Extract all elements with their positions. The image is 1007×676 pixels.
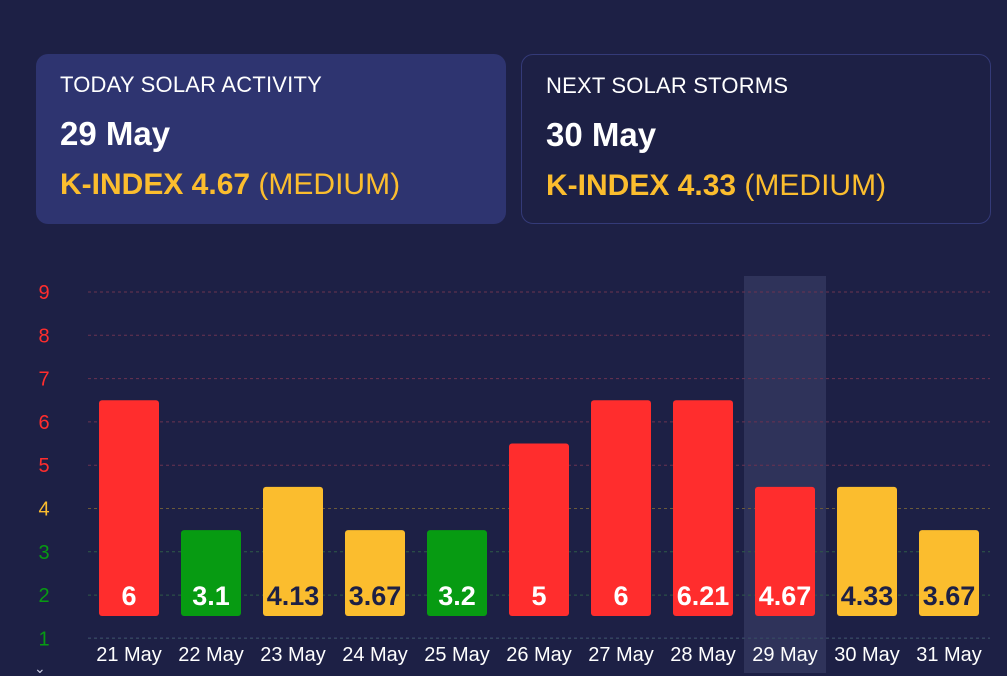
bar-value-label: 6.21 (677, 581, 730, 611)
x-tick-label: 31 May (916, 644, 982, 666)
x-tick-label: 30 May (834, 644, 900, 666)
bar-value-label: 4.33 (841, 581, 894, 611)
bar[interactable] (181, 530, 241, 616)
today-date: 29 May (60, 115, 171, 152)
bar[interactable] (509, 443, 569, 616)
x-tick-label: 24 May (342, 644, 408, 666)
today-solar-activity-card: TODAY SOLAR ACTIVITY 29 May K-INDEX 4.67… (36, 54, 506, 224)
y-tick-label: 9 (38, 282, 49, 304)
today-card-label: TODAY SOLAR ACTIVITY (60, 72, 322, 97)
y-tick-label: 7 (38, 369, 49, 391)
bar[interactable] (755, 486, 815, 616)
bar[interactable] (919, 530, 979, 616)
y-tick-label: 8 (38, 325, 49, 347)
bar[interactable] (263, 486, 323, 616)
x-tick-label: 26 May (506, 644, 572, 666)
bar-value-label: 6 (613, 581, 628, 611)
x-tick-label: 22 May (178, 644, 244, 666)
bar-value-label: 3.1 (192, 581, 230, 611)
chevron-down-icon[interactable]: ⌄ (34, 660, 46, 676)
x-tick-label: 21 May (96, 644, 162, 666)
y-tick-label: 4 (38, 499, 49, 521)
next-kindex-value: K-INDEX 4.33 (546, 169, 737, 202)
y-tick-label: 6 (38, 412, 49, 434)
bar[interactable] (837, 486, 897, 616)
bar-value-label: 4.67 (759, 581, 812, 611)
bar-value-label: 4.13 (267, 581, 320, 611)
bar[interactable] (673, 400, 733, 616)
bar[interactable] (345, 530, 405, 616)
bar-value-label: 3.2 (438, 581, 476, 611)
kindex-bar-chart: 1 2 3 4 5 6 7 8 9 6 21 May 3.1 22 May 4.13 23 May 3.67 2… (38, 276, 990, 673)
bar-value-label: 3.67 (349, 581, 402, 611)
y-tick-label: 2 (38, 585, 49, 607)
x-tick-label: 28 May (670, 644, 736, 666)
next-date: 30 May (546, 116, 657, 153)
y-tick-label: 5 (38, 455, 49, 477)
next-kindex: K-INDEX 4.33 (MEDIUM) (546, 169, 966, 203)
y-tick-label: 1 (38, 628, 49, 650)
bar-value-label: 3.67 (923, 581, 976, 611)
x-tick-label: 23 May (260, 644, 326, 666)
next-kindex-level: (MEDIUM) (744, 169, 887, 202)
next-card-label: NEXT SOLAR STORMS (546, 73, 789, 98)
y-tick-label: 3 (38, 542, 49, 564)
x-tick-label: 25 May (424, 644, 490, 666)
bar-value-label: 6 (121, 581, 136, 611)
today-kindex-level: (MEDIUM) (258, 168, 401, 201)
today-kindex: K-INDEX 4.67 (MEDIUM) (60, 168, 482, 202)
next-solar-storms-card: NEXT SOLAR STORMS 30 May K-INDEX 4.33 (M… (521, 54, 991, 224)
today-kindex-value: K-INDEX 4.67 (60, 168, 251, 201)
x-tick-label: 29 May (752, 644, 818, 666)
bar[interactable] (427, 530, 487, 616)
bar[interactable] (99, 400, 159, 616)
bar-value-label: 5 (531, 581, 546, 611)
bar[interactable] (591, 400, 651, 616)
x-tick-label: 27 May (588, 644, 654, 666)
